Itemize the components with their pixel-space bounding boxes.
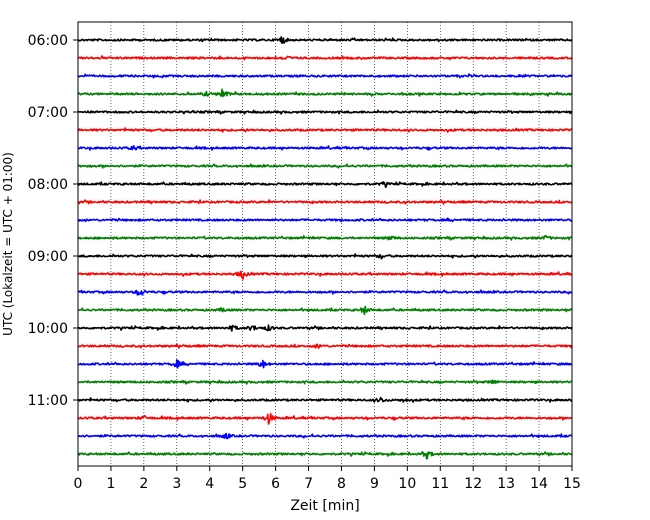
x-ticks: 0 1 2 3 4 5 6 7 8 9 10 11 12 13 14 15 bbox=[74, 466, 581, 492]
trace-line bbox=[77, 36, 573, 45]
trace-line bbox=[77, 199, 573, 205]
trace-line bbox=[77, 324, 573, 332]
trace-line bbox=[77, 412, 573, 425]
trace-line bbox=[77, 88, 573, 98]
trace-line bbox=[77, 163, 573, 169]
x-tick-label: 1 bbox=[106, 476, 115, 492]
trace-line bbox=[77, 109, 573, 115]
y-tick-label: 07:00 bbox=[28, 105, 68, 121]
trace-line bbox=[77, 217, 573, 223]
x-tick-label: 4 bbox=[205, 476, 214, 492]
grid-layer bbox=[110, 22, 540, 466]
x-tick-label: 10 bbox=[398, 476, 416, 492]
x-tick-label: 6 bbox=[271, 476, 280, 492]
x-tick-label: 15 bbox=[563, 476, 581, 492]
trace-line bbox=[77, 305, 573, 316]
trace-line bbox=[77, 73, 573, 79]
x-axis-label: Zeit [min] bbox=[290, 498, 359, 514]
x-tick-label: 8 bbox=[337, 476, 346, 492]
x-tick-label: 14 bbox=[530, 476, 548, 492]
trace-line bbox=[77, 270, 573, 280]
x-tick-label: 0 bbox=[74, 476, 83, 492]
trace-line bbox=[77, 234, 573, 241]
x-tick-label: 7 bbox=[304, 476, 313, 492]
x-tick-label: 13 bbox=[497, 476, 515, 492]
x-tick-label: 11 bbox=[431, 476, 449, 492]
x-tick-label: 12 bbox=[464, 476, 482, 492]
trace-line bbox=[77, 432, 573, 440]
y-tick-label: 09:00 bbox=[28, 249, 68, 265]
x-tick-label: 9 bbox=[370, 476, 379, 492]
trace-line bbox=[77, 289, 573, 296]
trace-line bbox=[77, 451, 573, 460]
y-ticks: 06:00 07:00 08:00 09:00 10:00 11:00 bbox=[28, 33, 78, 409]
trace-line bbox=[77, 379, 573, 385]
trace-line bbox=[77, 396, 573, 403]
y-tick-label: 08:00 bbox=[28, 177, 68, 193]
trace-line bbox=[77, 181, 573, 189]
trace-line bbox=[77, 127, 573, 133]
trace-line bbox=[77, 145, 573, 151]
trace-line bbox=[77, 253, 573, 260]
x-tick-label: 3 bbox=[172, 476, 181, 492]
x-tick-label: 5 bbox=[238, 476, 247, 492]
plot-frame bbox=[77, 21, 573, 467]
y-axis-label: UTC (Lokalzeit = UTC + 01:00) bbox=[1, 152, 15, 336]
traces-layer bbox=[77, 36, 573, 460]
y-tick-label: 10:00 bbox=[28, 321, 68, 337]
trace-line bbox=[77, 55, 573, 61]
trace-line bbox=[77, 359, 573, 369]
y-tick-label: 06:00 bbox=[28, 33, 68, 49]
trace-line bbox=[77, 343, 573, 349]
x-tick-label: 2 bbox=[139, 476, 148, 492]
y-tick-label: 11:00 bbox=[28, 393, 68, 409]
